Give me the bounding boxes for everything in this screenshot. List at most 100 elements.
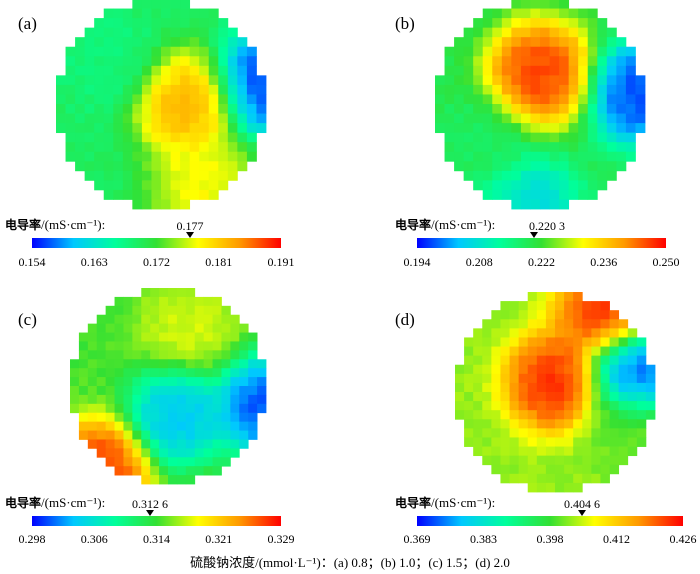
heatmap-cell bbox=[587, 161, 598, 172]
heatmap-cell bbox=[132, 386, 142, 396]
heatmap-cell bbox=[568, 161, 579, 172]
heatmap-cell bbox=[573, 373, 583, 384]
heatmap-cell bbox=[161, 132, 171, 143]
heatmap-cell bbox=[564, 446, 574, 457]
heatmap-cell bbox=[132, 46, 143, 57]
heatmap-cell bbox=[168, 305, 178, 316]
heatmap-cell bbox=[591, 346, 601, 357]
heatmap-cell bbox=[609, 364, 620, 375]
heatmap-cell bbox=[540, 104, 550, 114]
heatmap-cell bbox=[123, 394, 133, 405]
heatmap-cell bbox=[246, 132, 257, 143]
heatmap-cell bbox=[636, 355, 647, 366]
heatmap-cell bbox=[536, 473, 547, 484]
heatmap-cell bbox=[549, 0, 560, 9]
heatmap-cell bbox=[189, 18, 200, 29]
heatmap-cell bbox=[132, 65, 143, 76]
heatmap-cell bbox=[168, 377, 178, 387]
heatmap-cell bbox=[227, 27, 238, 38]
heatmap-cell bbox=[141, 132, 152, 143]
heatmap-cell bbox=[482, 364, 492, 375]
heatmap-cell bbox=[221, 430, 231, 440]
heatmap-cell bbox=[189, 65, 200, 76]
heatmap-cell bbox=[150, 403, 160, 414]
heatmap-cell bbox=[527, 328, 538, 338]
heatmap-cell bbox=[161, 113, 171, 124]
heatmap-cell bbox=[230, 403, 240, 414]
tick-label: 0.306 bbox=[80, 532, 108, 546]
heatmap-cell bbox=[597, 37, 608, 48]
heatmap-cell bbox=[491, 319, 501, 329]
heatmap-cell bbox=[473, 170, 484, 181]
tick-label: 0.321 bbox=[205, 532, 233, 546]
heatmap-cell bbox=[573, 292, 583, 302]
heatmap-cell bbox=[132, 350, 142, 360]
heatmap-cell bbox=[113, 180, 124, 191]
heatmap-cell bbox=[473, 373, 483, 384]
heatmap-cell bbox=[170, 189, 181, 200]
heatmap-cell bbox=[549, 104, 560, 114]
heatmap-cell bbox=[248, 412, 258, 423]
heatmap-cell bbox=[84, 142, 95, 153]
heatmap-cell bbox=[540, 65, 550, 76]
heatmap-cell bbox=[518, 455, 529, 466]
heatmap-cell bbox=[518, 437, 529, 447]
marker-triangle bbox=[186, 232, 194, 238]
heatmap-cell bbox=[509, 473, 520, 484]
tick-label: 0.314 bbox=[143, 532, 170, 546]
heatmap-cell bbox=[463, 94, 474, 105]
heatmap-cell bbox=[185, 288, 196, 298]
heatmap-cell bbox=[587, 56, 598, 67]
heatmap-cell bbox=[518, 464, 529, 475]
heatmap-cell bbox=[618, 355, 629, 366]
heatmap-cell bbox=[132, 359, 142, 369]
heatmap-cell bbox=[597, 180, 608, 191]
heatmap-cell bbox=[530, 65, 541, 76]
heatmap-cell bbox=[159, 341, 169, 351]
heatmap-cell bbox=[518, 364, 529, 375]
heatmap-cell bbox=[151, 0, 162, 9]
heatmap-cell bbox=[454, 56, 465, 67]
heatmap-cell bbox=[482, 8, 493, 19]
heatmap-cell bbox=[564, 419, 574, 429]
heatmap-cell bbox=[482, 355, 492, 366]
heatmap-cell bbox=[123, 457, 133, 467]
heatmap-cell bbox=[568, 46, 579, 57]
heatmap-cell bbox=[114, 412, 124, 423]
heatmap-cell bbox=[123, 368, 133, 378]
heatmap-cell bbox=[509, 355, 520, 366]
heatmap-cell bbox=[180, 8, 191, 19]
heatmap-cell bbox=[257, 359, 267, 369]
heatmap-cell bbox=[141, 341, 151, 351]
marker-triangle bbox=[578, 510, 586, 516]
heatmap-cell bbox=[78, 341, 89, 351]
heatmap-cell bbox=[501, 56, 512, 67]
heatmap-cell bbox=[530, 123, 541, 134]
heatmap-cell bbox=[239, 421, 249, 431]
heatmap-cell bbox=[578, 46, 589, 57]
heatmap-cell bbox=[636, 337, 647, 347]
heatmap-cell bbox=[221, 439, 231, 449]
heatmap-cell bbox=[114, 332, 124, 342]
heatmap-cell bbox=[114, 377, 124, 387]
heatmap-cell bbox=[536, 392, 547, 402]
heatmap-cell bbox=[492, 94, 503, 105]
heatmap-cell bbox=[444, 151, 455, 162]
heatmap-cell bbox=[122, 37, 133, 48]
heatmap-cell bbox=[122, 132, 133, 143]
heatmap-cell bbox=[94, 56, 105, 67]
heatmap-cell bbox=[170, 170, 181, 181]
heatmap-cell bbox=[132, 296, 142, 307]
heatmap-cell bbox=[435, 75, 445, 86]
heatmap-cell bbox=[199, 18, 210, 29]
heatmap-cell bbox=[212, 341, 222, 351]
heatmap-cell bbox=[600, 446, 610, 457]
heatmap-cell bbox=[555, 382, 565, 393]
heatmap-cell bbox=[105, 386, 115, 396]
heatmap-cell bbox=[132, 199, 143, 210]
heatmap-cell bbox=[141, 113, 152, 124]
heatmap-cell bbox=[208, 27, 219, 38]
heatmap-cell bbox=[609, 401, 620, 411]
heatmap-cell bbox=[141, 170, 152, 181]
